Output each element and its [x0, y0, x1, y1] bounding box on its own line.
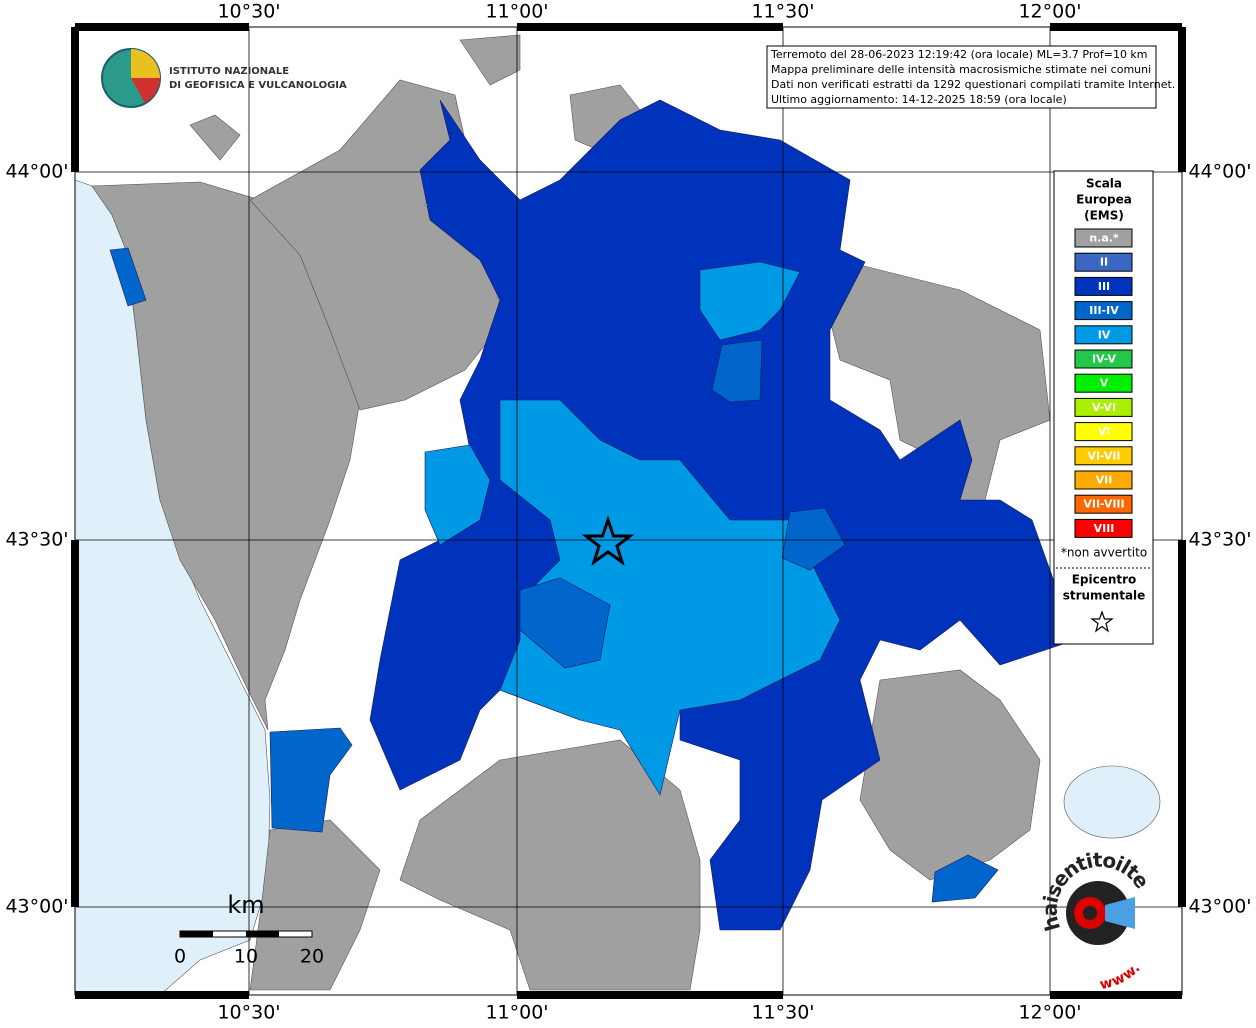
- legend-swatch: [1074, 325, 1133, 345]
- scale-unit: km: [227, 891, 264, 919]
- intensity-iv-area: [499, 399, 841, 796]
- legend-label: VI-VII: [1087, 449, 1120, 462]
- legend-swatch: [1074, 301, 1133, 321]
- epicentre-star: [581, 515, 635, 566]
- scale-label: 20: [300, 946, 324, 968]
- info-line: Mappa preliminare delle intensità macros…: [771, 63, 1151, 76]
- legend-epicentre: Epicentro: [1072, 573, 1137, 587]
- lat-label: 43°30': [1188, 529, 1251, 551]
- legend-label: III: [1098, 280, 1110, 293]
- legend-label: IV-V: [1092, 353, 1117, 366]
- lon-label: 11°30': [751, 1002, 814, 1024]
- logo-text: ISTITUTO NAZIONALE: [169, 66, 289, 77]
- legend-swatch: [1074, 397, 1133, 417]
- badge-target: [1083, 906, 1097, 920]
- lat-label: 43°00': [1188, 896, 1251, 918]
- legend-title: Europea: [1076, 193, 1132, 207]
- legend-label: n.a.*: [1089, 232, 1119, 245]
- legend-label: VII-VIII: [1083, 498, 1124, 511]
- frame-segments: [71, 23, 1186, 999]
- legend-swatch: [1074, 228, 1133, 248]
- lon-label: 11°00': [485, 1, 548, 23]
- logo-text: DI GEOFISICA E VULCANOLOGIA: [169, 80, 347, 91]
- legend-label: VII: [1096, 474, 1113, 487]
- legend-title: Scala: [1086, 177, 1122, 191]
- graticule: [75, 27, 1182, 995]
- legend-label: IV: [1098, 328, 1111, 341]
- legend-note: *non avvertito: [1061, 546, 1147, 560]
- legend-title: (EMS): [1084, 209, 1124, 223]
- lat-label: 43°00': [5, 896, 68, 918]
- info-box: Terremoto del 28-06-2023 12:19:42 (ora l…: [766, 45, 1175, 109]
- legend-label: II: [1100, 256, 1108, 269]
- lat-label: 44°00': [1188, 161, 1251, 183]
- map-area: [74, 34, 1161, 996]
- legend-swatch: [1074, 349, 1133, 369]
- scale-segment: [246, 931, 279, 937]
- legend-swatch: [1074, 518, 1133, 538]
- institute-logo: ISTITUTO NAZIONALE DI GEOFISICA E VULCAN…: [101, 48, 347, 108]
- legend-star: [1090, 610, 1114, 633]
- legend-label: VIII: [1094, 522, 1115, 535]
- legend-swatch: [1074, 252, 1133, 272]
- lon-label: 10°30': [217, 1002, 280, 1024]
- lat-label: 44°00': [5, 161, 68, 183]
- southeast-land: [859, 669, 1041, 881]
- logo-segment: [131, 78, 160, 103]
- badge-megaphone: [1105, 897, 1135, 929]
- legend-label: VI: [1098, 425, 1111, 438]
- legend-label: V-VI: [1092, 401, 1116, 414]
- scale-label: 0: [174, 946, 186, 968]
- lat-label: 43°30': [5, 529, 68, 551]
- lon-label: 12°00': [1018, 1002, 1081, 1024]
- lon-label: 11°00': [485, 1002, 548, 1024]
- legend-swatch: [1074, 276, 1133, 296]
- scale-bar: km 0 10 20: [174, 891, 324, 968]
- lon-label: 11°30': [751, 1, 814, 23]
- frame: [71, 23, 1186, 999]
- intensity-iii-iv-patches: [109, 247, 999, 903]
- legend-swatch: [1074, 494, 1133, 514]
- legend: ScalaEuropea(EMS)n.a.*IIIIIIII-IVIVIV-VV…: [1053, 170, 1154, 645]
- scale-segment: [180, 931, 213, 937]
- legend-swatch: [1074, 470, 1133, 490]
- info-frame: [766, 45, 1157, 109]
- info-line: Terremoto del 28-06-2023 12:19:42 (ora l…: [770, 48, 1148, 61]
- lake: [1063, 765, 1161, 839]
- lon-label: 10°30': [217, 1, 280, 23]
- legend-swatch: [1074, 422, 1133, 442]
- legend-swatch: [1074, 446, 1133, 466]
- scale-label: 10: [234, 946, 258, 968]
- logo-segment: [131, 49, 160, 78]
- legend-swatch: [1074, 373, 1133, 393]
- legend-label: V: [1100, 377, 1109, 390]
- legend-label: III-IV: [1089, 304, 1119, 317]
- legend-epicentre: strumentale: [1063, 589, 1146, 603]
- southern-land: [399, 739, 701, 991]
- info-line: Ultimo aggiornamento: 14-12-2025 18:59 (…: [771, 93, 1067, 106]
- lon-label: 12°00': [1018, 1, 1081, 23]
- intensity-iv-patches: [424, 261, 801, 546]
- graticule-labels: 10°30' 11°00' 11°30' 12°00' 10°30' 11°00…: [5, 1, 1251, 1024]
- southwest-land: [249, 819, 381, 991]
- info-line: Dati non verificati estratti da 1292 que…: [771, 78, 1175, 91]
